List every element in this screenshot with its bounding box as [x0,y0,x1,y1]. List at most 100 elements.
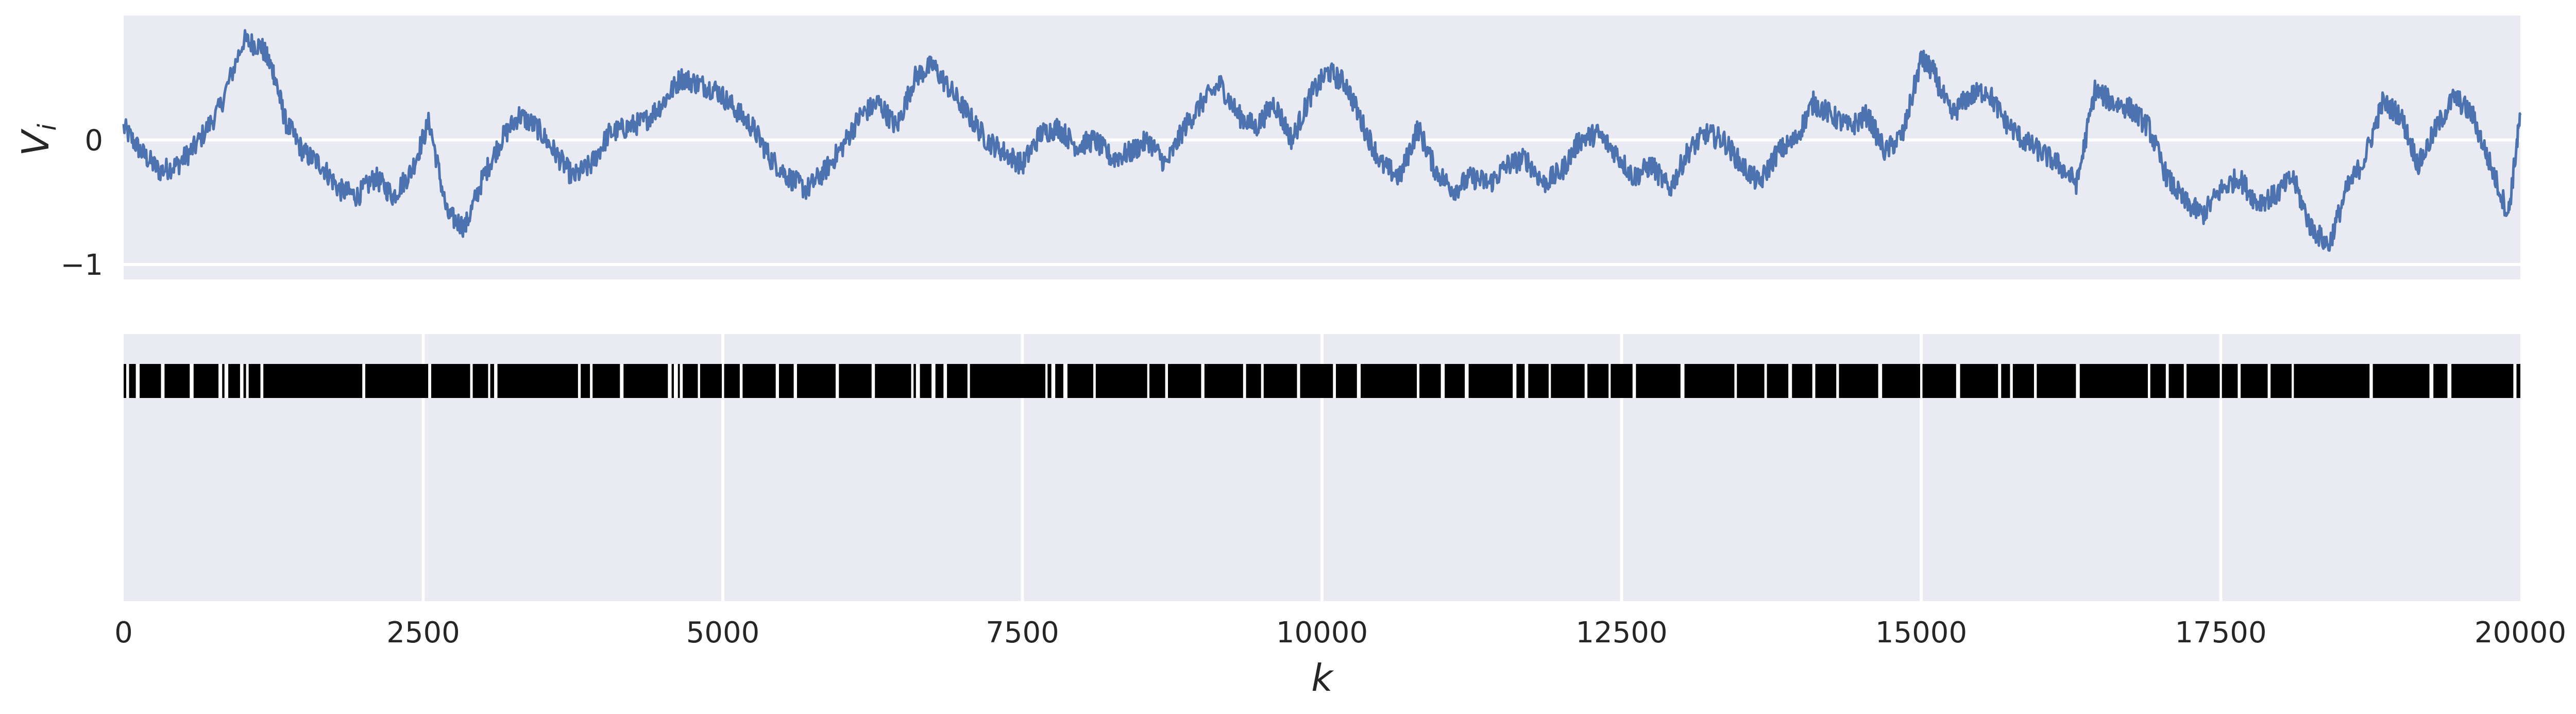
top-y-tick-labels: −1 0 [60,124,103,283]
raster-gap [1788,364,1792,398]
raster-gap [2369,364,2373,398]
raster-gap [1956,364,1960,398]
raster-gap [590,364,593,398]
raster-gap [1165,364,1168,398]
raster-gap [775,364,779,398]
raster-gap [2238,364,2241,398]
x-tick-label: 12500 [1575,616,1667,650]
event-raster-gaps [126,364,2517,398]
y-tick-label: 0 [84,124,103,158]
series-line [122,29,2522,252]
raster-gap [2147,364,2150,398]
raster-gap [668,364,672,398]
raster-gap [1548,364,1551,398]
raster-gap [871,364,875,398]
raster-gap [2219,364,2222,398]
raster-gap [488,364,490,398]
raster-gap [2267,364,2271,398]
raster-gap [161,364,165,398]
raster-gap [2010,364,2013,398]
raster-gap [1632,364,1636,398]
raster-gap [1998,364,2002,398]
x-tick-label: 0 [114,616,133,650]
raster-gap [260,364,264,398]
raster-gap [1063,364,1067,398]
raster-gap [2033,364,2037,398]
raster-gap [1147,364,1150,398]
raster-gap [1051,364,1056,398]
raster-gap [246,364,249,398]
raster-gap [673,364,678,398]
raster-gap [1608,364,1611,398]
raster-gap [722,364,724,398]
raster-gap [2447,364,2452,398]
raster-gap [470,364,473,398]
raster-gap [494,364,498,398]
raster-gap [1836,364,1839,398]
raster-gap [1584,364,1588,398]
raster-gap [2292,364,2294,398]
bottom-panel: 0 2500 5000 7500 10000 12500 15000 17500 20000 k [114,334,2566,700]
raster-gap [362,364,365,398]
raster-gap [2513,364,2517,398]
raster-gap [1524,364,1529,398]
raster-gap [1333,364,1336,398]
raster-gap [1440,364,1445,398]
x-tick-labels: 0 2500 5000 7500 10000 12500 15000 17500 20000 [114,616,2566,650]
raster-gap [620,364,624,398]
raster-gap [428,364,431,398]
raster-gap [126,364,129,398]
x-tick-label: 20000 [2475,616,2566,650]
x-tick-label: 5000 [686,616,760,650]
x-axis-label: k [1311,656,1334,700]
raster-gap [1093,364,1096,398]
raster-gap [911,364,914,398]
raster-gap [943,364,947,398]
raster-gap [135,364,140,398]
top-gridlines [124,138,2520,267]
raster-gap [793,364,797,398]
raster-gap [1513,364,1517,398]
raster-gap [1465,364,1469,398]
raster-gap [835,364,839,398]
raster-gap [1297,364,1300,398]
raster-gap [1764,364,1767,398]
raster-gap [578,364,581,398]
raster-gap [916,364,920,398]
x-tick-label: 15000 [1875,616,1967,650]
raster-gap [2165,364,2169,398]
x-tick-label: 2500 [386,616,460,650]
raster-gap [1734,364,1737,398]
raster-gap [739,364,743,398]
raster-gap [1878,364,1883,398]
raster-gap [967,364,970,398]
y-tick-label: −1 [60,248,103,282]
raster-gap [2183,364,2187,398]
x-tick-label: 17500 [2175,616,2266,650]
raster-gap [1357,364,1361,398]
raster-gap [1243,364,1246,398]
y-axis-label: Vi [14,124,62,156]
raster-gap [680,364,683,398]
top-plot-background [124,15,2520,279]
raster-gap [1045,364,1048,398]
raster-gap [698,364,700,398]
raster-gap [1261,364,1264,398]
raster-gap [1680,364,1685,398]
x-tick-label: 7500 [986,616,1059,650]
raster-gap [218,364,223,398]
top-panel: −1 0 Vi [14,15,2522,283]
x-tick-label: 10000 [1276,616,1368,650]
raster-gap [1812,364,1816,398]
raster-gap [240,364,244,398]
raster-gap [1920,364,1923,398]
raster-gap [190,364,194,398]
raster-gap [2429,364,2434,398]
raster-gap [1201,364,1205,398]
raster-gap [2076,364,2080,398]
event-raster-band [124,364,2520,398]
raster-gap [224,364,229,398]
raster-gap [931,364,936,398]
raster-gap [1417,364,1420,398]
